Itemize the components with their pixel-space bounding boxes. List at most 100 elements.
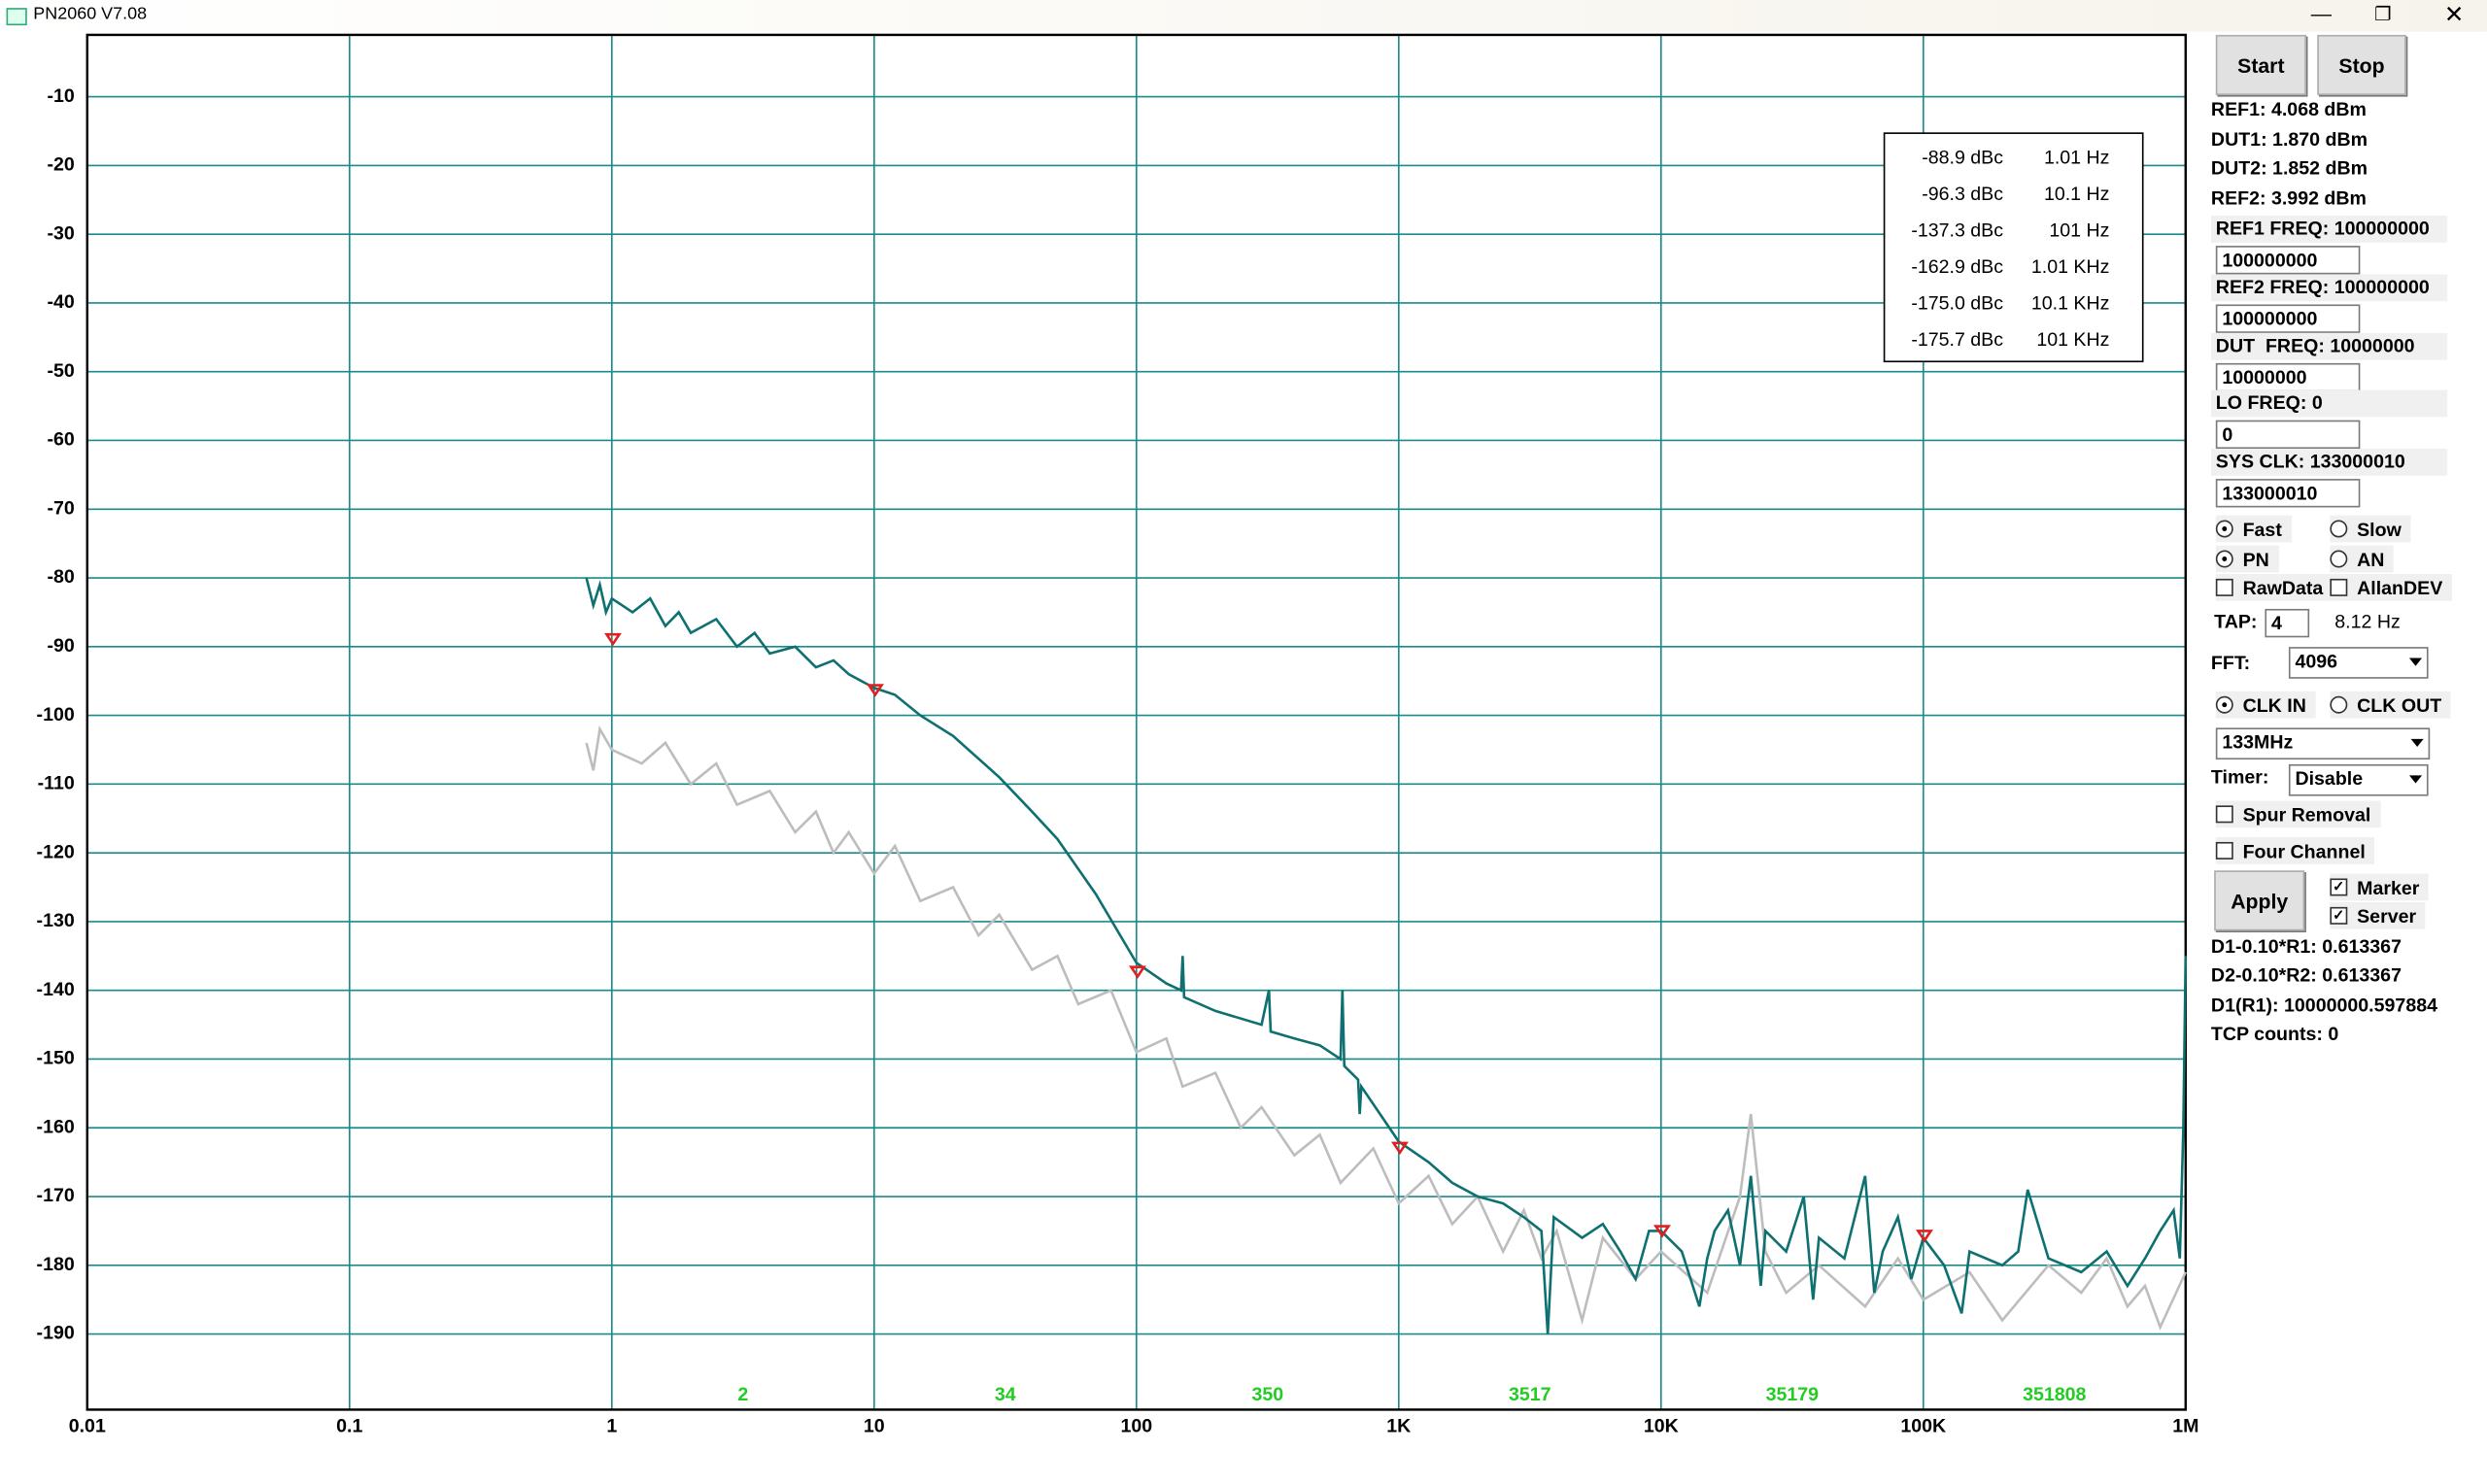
title-bar bbox=[0, 0, 2487, 32]
marker bbox=[866, 684, 884, 697]
x-tick-label: 10 bbox=[864, 1416, 885, 1437]
option-label: Marker bbox=[2357, 876, 2420, 898]
field-input[interactable]: 10000000 bbox=[2215, 362, 2361, 391]
result-readout: D1-0.10*R1: 0.613367 bbox=[2210, 935, 2402, 959]
option-label: PN bbox=[2242, 548, 2269, 570]
marker bbox=[603, 632, 622, 647]
option-radio[interactable]: Fast bbox=[2215, 515, 2292, 543]
noise-trace bbox=[585, 725, 2187, 1331]
decade-count: 34 bbox=[995, 1384, 1016, 1405]
radio[interactable] bbox=[2215, 695, 2233, 714]
field-input[interactable]: 133000010 bbox=[2215, 479, 2361, 508]
decade-count: 351808 bbox=[2023, 1384, 2086, 1405]
radio[interactable] bbox=[2330, 550, 2348, 568]
y-tick-label: -60 bbox=[47, 429, 74, 451]
decade-count: 2 bbox=[737, 1384, 748, 1405]
radio[interactable] bbox=[2330, 695, 2348, 714]
checkbox[interactable]: ✓ bbox=[2330, 906, 2348, 925]
marker-freq: 101 KHz bbox=[2036, 329, 2109, 351]
marker-level: -175.7 dBc bbox=[1911, 329, 2003, 351]
tap-label: TAP: bbox=[2214, 610, 2258, 633]
field-label: SYS CLK: 133000010 bbox=[2215, 450, 2405, 473]
start-button[interactable]: Start bbox=[2215, 34, 2306, 95]
marker-freq: 10.1 KHz bbox=[2031, 293, 2110, 315]
stop-button[interactable]: Stop bbox=[2317, 34, 2406, 95]
option-checkbox[interactable]: RawData bbox=[2215, 574, 2334, 601]
y-tick-label: -20 bbox=[47, 154, 74, 176]
x-tick-label: 0.1 bbox=[336, 1416, 362, 1437]
option-checkbox[interactable]: AllanDEV bbox=[2330, 574, 2453, 601]
radio[interactable] bbox=[2330, 520, 2348, 538]
option-radio[interactable]: Slow bbox=[2330, 515, 2411, 543]
field-input[interactable]: 0 bbox=[2215, 421, 2361, 450]
radio[interactable] bbox=[2215, 520, 2233, 538]
y-tick-label: -100 bbox=[37, 704, 75, 725]
option-radio[interactable]: CLK OUT bbox=[2330, 691, 2451, 719]
apply-button[interactable]: Apply bbox=[2214, 870, 2305, 931]
close[interactable]: ✕ bbox=[2443, 1, 2465, 29]
x-tick-label: 10K bbox=[1644, 1416, 1679, 1437]
option-checkbox[interactable]: ✓ Server bbox=[2330, 901, 2426, 929]
y-tick-label: -180 bbox=[37, 1254, 75, 1275]
option-checkbox[interactable]: Spur Removal bbox=[2215, 800, 2381, 828]
y-tick-label: -170 bbox=[37, 1185, 75, 1206]
checkbox[interactable] bbox=[2215, 578, 2233, 596]
option-label: CLK IN bbox=[2242, 693, 2306, 717]
option-label: Spur Removal bbox=[2242, 802, 2371, 826]
radio[interactable] bbox=[2215, 550, 2233, 568]
x-tick-label: 1 bbox=[606, 1416, 617, 1437]
option-radio[interactable]: AN bbox=[2330, 545, 2395, 573]
option-label: RawData bbox=[2242, 576, 2324, 599]
plot-border bbox=[85, 33, 2188, 1411]
level-readout: REF2: 3.992 dBm bbox=[2210, 186, 2367, 209]
fft-label: FFT: bbox=[2210, 652, 2251, 674]
x-tick-label: 1M bbox=[2172, 1416, 2198, 1437]
field-row bbox=[2210, 449, 2448, 477]
checkbox[interactable]: ✓ bbox=[2330, 878, 2348, 896]
marker-level: -88.9 dBc bbox=[1922, 147, 2003, 168]
timer-label: Timer: bbox=[2210, 765, 2269, 789]
y-tick-label: -120 bbox=[37, 841, 75, 862]
option-label: Slow bbox=[2357, 518, 2402, 540]
marker-level: -137.3 dBc bbox=[1911, 220, 2003, 242]
y-tick-label: -90 bbox=[47, 635, 74, 657]
field-input[interactable]: 100000000 bbox=[2215, 304, 2361, 333]
marker bbox=[1915, 1230, 1933, 1243]
option-checkbox[interactable]: Four Channel bbox=[2215, 837, 2375, 864]
y-tick-label: -50 bbox=[47, 360, 74, 382]
result-readout: D1(R1): 10000000.597884 bbox=[2210, 994, 2438, 1017]
marker-table bbox=[1883, 132, 2144, 363]
field-label: LO FREQ: 0 bbox=[2215, 391, 2323, 415]
decade-count: 3517 bbox=[1509, 1384, 1551, 1405]
maximize[interactable]: ❐ bbox=[2374, 3, 2392, 26]
checkbox[interactable] bbox=[2215, 805, 2233, 824]
timer-select[interactable]: Disable bbox=[2288, 763, 2429, 796]
noise-trace bbox=[585, 577, 2188, 1334]
checkbox[interactable] bbox=[2330, 578, 2348, 596]
field-row bbox=[2210, 274, 2448, 301]
y-tick-label: -140 bbox=[37, 979, 75, 1000]
x-tick-label: 100K bbox=[1900, 1416, 1946, 1437]
field-row bbox=[2210, 390, 2448, 419]
checkbox[interactable] bbox=[2215, 841, 2233, 860]
field-label: REF2 FREQ: 100000000 bbox=[2215, 275, 2430, 298]
option-checkbox[interactable]: ✓ Marker bbox=[2330, 873, 2430, 901]
y-tick-label: -130 bbox=[37, 910, 75, 931]
option-label: Server bbox=[2357, 904, 2417, 928]
marker bbox=[1128, 965, 1146, 979]
minimize[interactable]: — bbox=[2310, 1, 2332, 26]
option-label: AllanDEV bbox=[2357, 576, 2443, 599]
clock-select[interactable]: 133MHz bbox=[2215, 727, 2431, 760]
tap-input[interactable]: 4 bbox=[2265, 608, 2310, 638]
marker-level: -162.9 dBc bbox=[1911, 256, 2003, 278]
field-input[interactable]: 100000000 bbox=[2215, 246, 2361, 275]
app-icon bbox=[6, 8, 27, 26]
option-label: CLK OUT bbox=[2357, 693, 2442, 717]
decade-count: 350 bbox=[1251, 1384, 1283, 1405]
fft-select[interactable]: 4096 bbox=[2288, 647, 2429, 679]
option-radio[interactable]: PN bbox=[2215, 545, 2279, 573]
option-radio[interactable]: CLK IN bbox=[2215, 691, 2316, 719]
